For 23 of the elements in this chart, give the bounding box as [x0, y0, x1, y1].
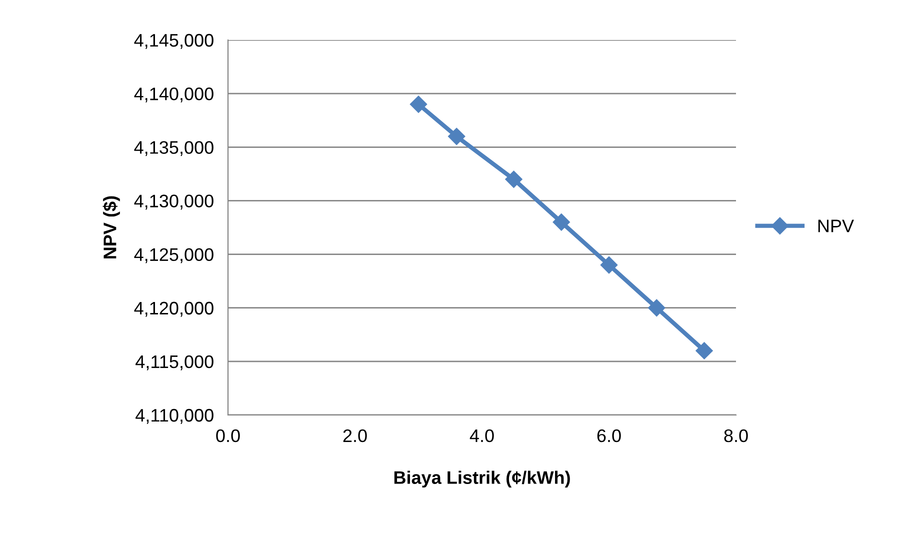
y-tick-label: 4,110,000 [136, 408, 214, 424]
point [648, 299, 666, 316]
y-tick-label: 4,125,000 [134, 248, 214, 264]
x-tick-label: 8.0 [724, 429, 748, 442]
x-tick-label: 6.0 [597, 429, 621, 442]
y-axis-title: NPV ($) [102, 196, 120, 258]
y-tick-label: 4,140,000 [134, 88, 214, 102]
y-tick-label: 4,130,000 [134, 194, 214, 210]
x-tick-label: 4.0 [470, 429, 494, 442]
point [505, 170, 522, 188]
x-tick-label: 2.0 [343, 429, 367, 442]
point [448, 128, 466, 145]
legend-label: NPV [818, 220, 854, 232]
x-tick-label: 0.0 [216, 429, 240, 442]
point [696, 342, 713, 360]
point [410, 96, 428, 113]
point [552, 214, 570, 231]
x-axis-title: Biaya Listrik (¢/kWh) [394, 470, 570, 488]
y-tick-label: 4,115,000 [136, 355, 214, 370]
y-tick-label: 4,135,000 [134, 141, 214, 156]
y-tick-label: 4,145,000 [134, 34, 214, 49]
y-tick-label: 4,120,000 [134, 302, 214, 317]
point [600, 256, 618, 274]
